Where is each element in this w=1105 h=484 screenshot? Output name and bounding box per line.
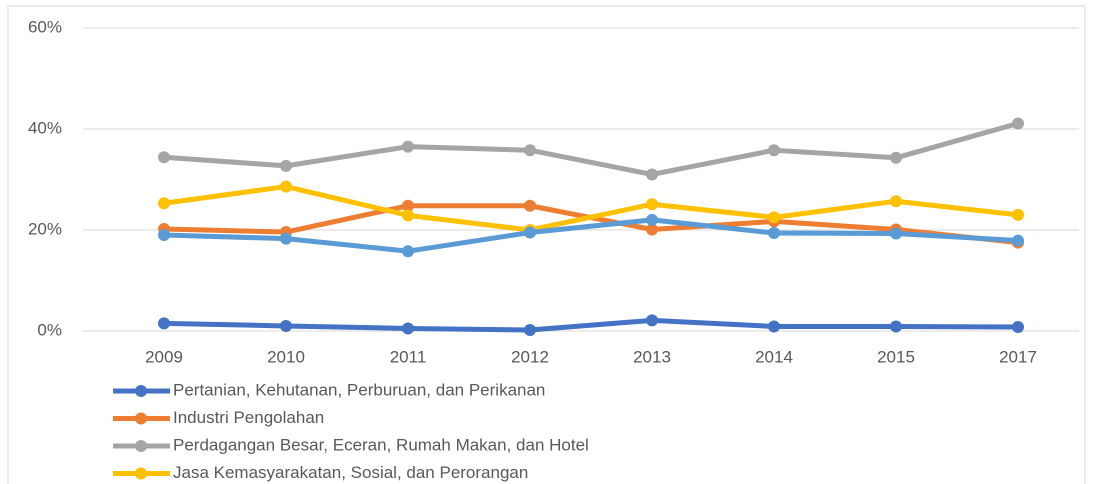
legend-marker <box>135 412 147 425</box>
x-tick-label: 2009 <box>145 347 183 366</box>
x-tick-label: 2014 <box>755 347 793 366</box>
point <box>524 323 536 336</box>
series-line <box>163 317 1019 333</box>
point <box>280 159 292 172</box>
x-tick-label: 2013 <box>633 347 671 366</box>
legend-label: Pertanian, Kehutanan, Perburuan, dan Per… <box>173 380 545 399</box>
point <box>768 320 780 333</box>
point <box>646 168 658 181</box>
x-tick-label: 2017 <box>999 347 1037 366</box>
series-line <box>163 217 1019 254</box>
legend-marker <box>135 440 147 452</box>
legend-label: Jasa Kemasyarakatan, Sosial, dan Peroran… <box>173 463 528 482</box>
x-tick-label: 2010 <box>267 347 305 366</box>
point <box>158 197 170 210</box>
y-tick-label: 40% <box>28 118 62 137</box>
point <box>768 144 780 157</box>
legend-marker <box>135 385 147 397</box>
point <box>280 180 292 193</box>
point <box>890 195 902 208</box>
series-line <box>163 184 1019 233</box>
point <box>1012 320 1024 333</box>
point <box>158 151 170 164</box>
point <box>524 226 536 239</box>
x-tick-label: 2011 <box>390 347 427 366</box>
point <box>1012 208 1024 221</box>
point <box>524 199 536 212</box>
point <box>646 223 658 236</box>
legend-marker <box>135 467 147 480</box>
point <box>646 198 658 211</box>
point <box>402 140 414 153</box>
y-tick-label: 0% <box>37 320 62 339</box>
point <box>280 232 292 245</box>
point <box>524 144 536 157</box>
x-tick-label: 2012 <box>511 347 549 366</box>
point <box>1012 234 1024 247</box>
point <box>890 320 902 333</box>
point <box>158 317 170 330</box>
point <box>402 322 414 335</box>
x-tick-label: 2015 <box>877 347 915 366</box>
point <box>280 319 292 332</box>
legend-label: Industri Pengolahan <box>173 408 324 427</box>
series-line <box>163 121 1019 177</box>
point <box>768 211 780 224</box>
point <box>158 229 170 242</box>
point <box>646 213 658 226</box>
point <box>890 151 902 164</box>
chart-frame <box>7 5 1086 484</box>
point <box>1012 117 1024 130</box>
point <box>402 199 414 212</box>
point <box>402 209 414 222</box>
y-tick-label: 60% <box>28 17 62 36</box>
point <box>646 314 658 327</box>
point <box>768 227 780 240</box>
y-tick-label: 20% <box>28 219 62 238</box>
point <box>890 227 902 240</box>
legend-label: Perdagangan Besar, Eceran, Rumah Makan, … <box>173 435 589 454</box>
point <box>402 245 414 258</box>
